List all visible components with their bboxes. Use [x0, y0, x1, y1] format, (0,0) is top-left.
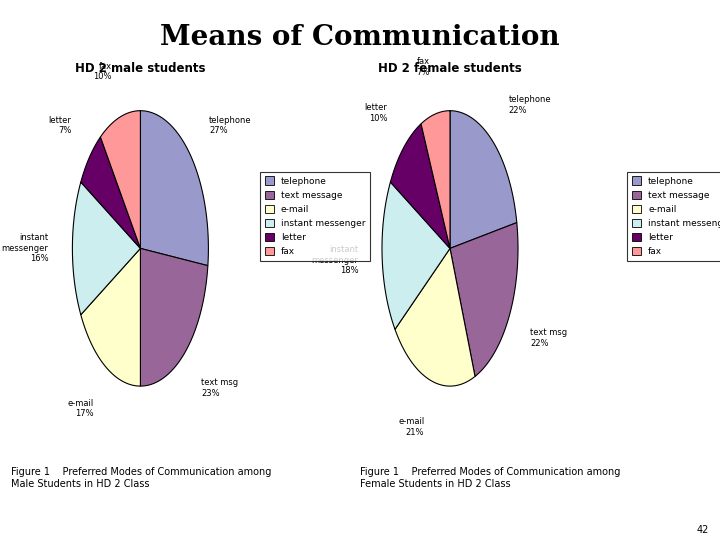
Polygon shape	[140, 248, 208, 386]
Text: e-mail
21%: e-mail 21%	[398, 417, 424, 437]
Text: instant
messenger
16%: instant messenger 16%	[1, 233, 48, 264]
Text: e-mail
17%: e-mail 17%	[68, 399, 94, 418]
Text: telephone
22%: telephone 22%	[508, 96, 551, 115]
Polygon shape	[382, 182, 450, 329]
Polygon shape	[395, 248, 475, 386]
Text: letter
10%: letter 10%	[364, 103, 387, 123]
Polygon shape	[81, 137, 140, 248]
Polygon shape	[73, 182, 140, 315]
Text: HD 2 female students: HD 2 female students	[378, 62, 522, 75]
Text: letter
7%: letter 7%	[49, 116, 71, 135]
Legend: telephone, text message, e-mail, instant messenger, letter, fax: telephone, text message, e-mail, instant…	[627, 172, 720, 261]
Text: instant
messenger
18%: instant messenger 18%	[312, 245, 359, 275]
Polygon shape	[100, 111, 140, 248]
Polygon shape	[140, 111, 208, 266]
Text: fax
10%: fax 10%	[94, 62, 112, 82]
Text: Means of Communication: Means of Communication	[160, 24, 560, 51]
Legend: telephone, text message, e-mail, instant messenger, letter, fax: telephone, text message, e-mail, instant…	[260, 172, 370, 261]
Polygon shape	[421, 111, 450, 248]
Text: fax
7%: fax 7%	[417, 57, 430, 77]
Polygon shape	[450, 111, 517, 248]
Text: Figure 1    Preferred Modes of Communication among
Male Students in HD 2 Class: Figure 1 Preferred Modes of Communicatio…	[11, 467, 271, 489]
Text: 42: 42	[697, 524, 709, 535]
Text: text msg
23%: text msg 23%	[201, 378, 238, 397]
Polygon shape	[390, 124, 450, 248]
Text: telephone
27%: telephone 27%	[210, 116, 252, 135]
Text: text msg
22%: text msg 22%	[531, 328, 567, 348]
Text: HD 2 male students: HD 2 male students	[75, 62, 206, 75]
Text: Figure 1    Preferred Modes of Communication among
Female Students in HD 2 Class: Figure 1 Preferred Modes of Communicatio…	[360, 467, 621, 489]
Polygon shape	[450, 222, 518, 376]
Polygon shape	[81, 248, 140, 386]
